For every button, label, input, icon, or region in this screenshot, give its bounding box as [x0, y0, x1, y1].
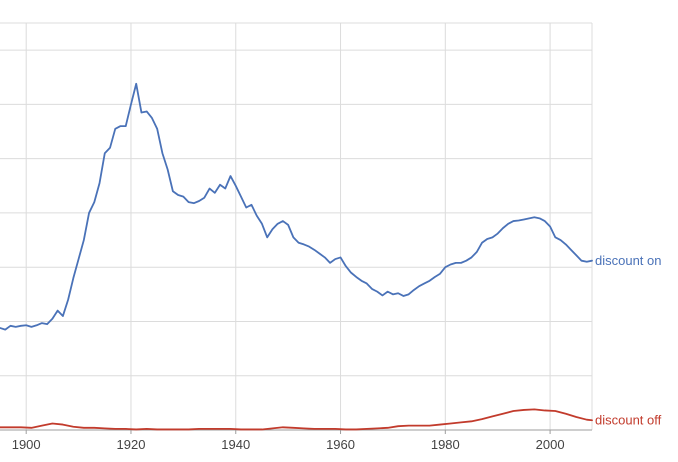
- x-tick-label: 1960: [326, 437, 355, 452]
- grid: [0, 22, 593, 430]
- x-tick-label: 1980: [431, 437, 460, 452]
- x-tick-label: 1940: [221, 437, 250, 452]
- series-label: discount on: [595, 253, 662, 268]
- x-tick-labels: 1900 1920 1940 1960 1980 2000: [12, 437, 565, 452]
- series-labels: discount on discount off: [595, 253, 662, 428]
- series-label: discount off: [595, 413, 662, 428]
- series-line-1: [0, 408, 593, 431]
- series-line-0: [0, 82, 593, 331]
- x-tick-label: 1900: [12, 437, 41, 452]
- series-lines: [0, 82, 593, 431]
- x-tick-label: 1920: [117, 437, 146, 452]
- x-tick-label: 2000: [536, 437, 565, 452]
- x-axis: [0, 429, 592, 434]
